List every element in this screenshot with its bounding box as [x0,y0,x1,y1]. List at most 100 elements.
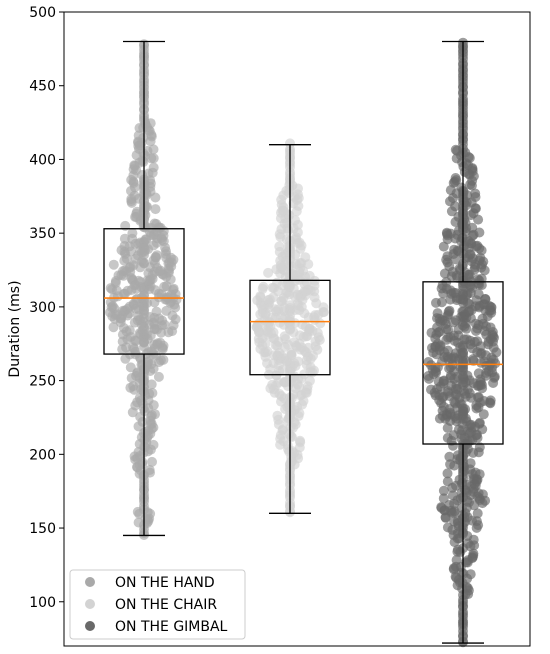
data-point [295,435,305,446]
plot-area-frame [63,11,531,647]
data-point [438,485,449,496]
data-point [447,490,458,501]
y-tick-label: 100 [29,595,56,611]
y-tick-label: 200 [29,447,56,463]
y-axis: 100 150 200 250 300 350 400 450 500 [29,5,64,611]
data-point [476,357,487,368]
swarm-points [105,37,502,648]
data-point [443,345,453,356]
data-point [274,241,285,252]
box-on-the-gimbal [422,40,504,644]
iqr-box [249,279,331,376]
legend-label-gimbal: ON THE GIMBAL [115,619,228,635]
y-tick-label: 300 [29,300,56,316]
swarm-group-on-the-gimbal [423,37,502,648]
data-point [473,289,484,300]
data-point [450,173,461,183]
data-point [122,285,133,296]
iqr-box [103,228,185,355]
legend-entry-chair: ON THE CHAIR [85,597,217,613]
data-point [120,220,131,231]
data-point [475,252,486,263]
box-on-the-hand [103,40,185,537]
iqr-box [422,281,504,445]
legend: ON THE HAND ON THE CHAIR ON THE GIMBAL [69,569,246,640]
data-point [125,362,136,373]
data-point [444,451,455,462]
y-axis-label: Duration (ms) [7,280,23,377]
data-point [465,238,476,249]
data-point [436,297,447,308]
legend-entry-gimbal: ON THE GIMBAL [85,619,228,635]
data-point [119,233,130,244]
data-point [442,468,453,479]
data-point [147,388,158,398]
data-point [445,228,456,239]
data-point [263,267,274,278]
data-point [161,305,172,316]
data-point [474,417,485,428]
legend-label-hand: ON THE HAND [115,575,215,591]
data-point [147,456,157,467]
data-point [108,259,119,270]
box-on-the-chair [249,144,331,514]
legend-entry-hand: ON THE HAND [85,575,215,591]
y-tick-label: 350 [29,226,56,242]
y-tick-label: 400 [29,152,56,168]
data-point [438,241,449,252]
data-point [151,306,162,317]
data-point [468,550,479,561]
data-point [300,252,311,263]
data-point [465,569,476,580]
data-point [258,281,269,292]
data-point [445,332,456,343]
data-point [444,500,455,510]
data-point [457,306,468,317]
data-point [148,144,159,155]
data-point [152,339,163,350]
data-point [442,522,453,533]
data-point [119,241,130,251]
data-point [452,544,463,555]
y-tick-label: 150 [29,521,56,537]
legend-marker-gimbal [85,621,95,631]
data-point [158,354,169,365]
data-point [304,375,315,386]
data-point [485,395,496,406]
data-point [133,130,144,141]
data-point [465,458,476,469]
legend-frame [69,569,246,640]
data-point [108,322,119,333]
y-tick-label: 250 [29,374,56,390]
data-point [461,334,472,345]
data-point [148,162,159,173]
data-point [304,323,315,334]
data-point [423,357,434,367]
data-point [436,503,447,513]
data-point [430,341,441,352]
data-point [152,250,163,261]
data-point [272,410,283,421]
data-point [445,459,456,470]
legend-label-chair: ON THE CHAIR [115,597,217,613]
data-point [442,476,453,487]
data-point [444,305,455,316]
swarm-group-on-the-hand [105,39,182,540]
data-point [153,371,164,382]
data-point [478,409,489,420]
box-plots [103,40,504,644]
data-point [151,219,162,229]
data-point [144,465,155,475]
data-point [289,358,300,369]
legend-marker-hand [85,577,95,587]
data-point [470,188,481,199]
data-point [456,503,467,513]
data-point [432,308,443,319]
data-point [272,277,283,288]
data-point [456,182,467,193]
data-point [285,138,295,149]
data-point [310,310,321,321]
data-point [148,153,159,164]
data-point [143,356,154,367]
